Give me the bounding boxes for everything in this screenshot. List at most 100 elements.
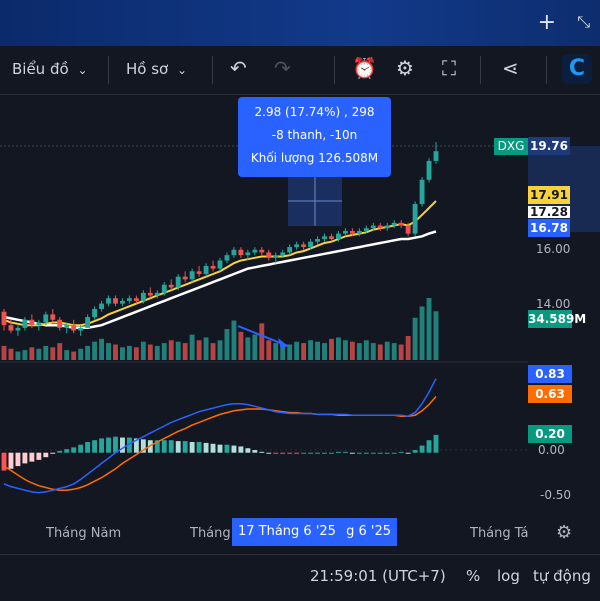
candle-body [126, 298, 132, 301]
profile-label: Hồ sơ [126, 60, 169, 78]
plus-icon[interactable]: + [537, 10, 556, 35]
toolbar-divider [480, 56, 481, 84]
volume-bar [238, 331, 244, 360]
volume-bar [99, 338, 104, 360]
share-icon[interactable]: ⋖ [502, 56, 519, 80]
candle-body [252, 249, 258, 253]
volume-bar [412, 317, 418, 360]
histogram-bar [266, 452, 272, 454]
candle-body [329, 236, 334, 239]
volume-bar [168, 340, 174, 360]
candle-body [349, 230, 355, 234]
histogram-bar [50, 452, 56, 454]
signal-line [3, 396, 437, 491]
chevron-down-icon: ⌄ [177, 63, 188, 77]
histogram-bar [196, 442, 202, 453]
volume-bar [280, 345, 286, 360]
ma-fast-label: 17.91 [528, 186, 570, 204]
volume-bar [349, 341, 355, 360]
volume-bar [426, 298, 432, 360]
candle-body [182, 276, 188, 280]
volume-bar [370, 343, 376, 360]
candle-body [15, 327, 21, 331]
percent-toggle[interactable]: % [466, 567, 481, 585]
candle-body [57, 319, 63, 328]
volume-bar [147, 344, 153, 360]
histogram-bar [377, 452, 383, 454]
volume-bar [217, 340, 223, 360]
histogram-bar [412, 450, 418, 453]
chart-type-button[interactable]: Biểu đồ ⌄ [12, 60, 88, 78]
macd-lines [3, 378, 437, 494]
log-toggle[interactable]: log [497, 567, 520, 585]
candle-body [433, 151, 439, 161]
clock-readout[interactable]: 21:59:01 (UTC+7) [310, 567, 446, 585]
toolbar: Biểu đồ ⌄ Hồ sơ ⌄ ↶ ↷ ⏰ ⚙ ⛶ ⋖ C [0, 46, 600, 95]
candle-body [356, 230, 362, 234]
profile-button[interactable]: Hồ sơ ⌄ [126, 60, 187, 78]
volume-bar [196, 340, 202, 360]
tab-bar: + ⤡ [0, 0, 600, 46]
volume-bar [315, 341, 320, 360]
volume-bar [224, 329, 230, 360]
histogram-bar [391, 452, 397, 454]
candle-body [405, 225, 411, 234]
candle-body [259, 249, 265, 253]
histogram-bar [78, 444, 84, 453]
undo-icon[interactable]: ↶ [230, 56, 247, 80]
histogram-bar [238, 446, 244, 453]
volume-bar [329, 338, 334, 360]
candle-body [217, 260, 223, 269]
volume-bar [50, 347, 56, 360]
histogram-bar [349, 452, 355, 454]
candle-body [140, 292, 146, 301]
candle-body [43, 314, 49, 323]
candle-body [120, 300, 125, 304]
info-volume: Khối lượng 126.508M [250, 151, 379, 165]
volume-bar [8, 348, 14, 360]
swap-icon[interactable]: ⤡ [577, 12, 590, 31]
histogram-bar [419, 445, 425, 453]
candle-body [384, 225, 390, 229]
histogram-bar [15, 452, 21, 467]
candle-body [426, 160, 432, 180]
volume-bar [126, 345, 132, 360]
histogram-bar [426, 440, 432, 453]
candle-body [210, 265, 216, 269]
alert-icon[interactable]: ⏰ [352, 56, 377, 80]
time-cursor-date-tail: g 6 '25 [346, 524, 391, 539]
auto-toggle[interactable]: tự động [533, 567, 591, 585]
time-label: Tháng Tá [470, 526, 529, 541]
price-chart[interactable] [0, 94, 600, 518]
candle-body [85, 317, 91, 328]
candle-body [78, 327, 84, 331]
volume-bar [189, 334, 195, 360]
histogram-bar [161, 440, 167, 453]
histogram-bar [85, 442, 91, 453]
volume-bar [210, 343, 216, 360]
candle-body [161, 284, 167, 293]
histogram-bar [113, 436, 118, 453]
volume-bar [133, 347, 139, 360]
histogram-bar [245, 448, 251, 453]
toolbar-divider [212, 56, 213, 84]
fullscreen-icon[interactable]: ⛶ [442, 56, 456, 80]
candle-body [99, 303, 104, 309]
histogram-bar [308, 452, 314, 454]
volume-bar [377, 344, 383, 360]
histogram-bar [106, 437, 111, 453]
logo-icon: C [562, 54, 592, 84]
candle-body [92, 309, 98, 318]
gear-icon[interactable]: ⚙ [396, 56, 414, 80]
volume-label: 34.589M [528, 310, 587, 328]
volume-bar [106, 343, 111, 360]
ticker-badge: DXG [494, 138, 528, 155]
volume-bar [15, 351, 21, 360]
redo-icon[interactable]: ↷ [274, 56, 291, 80]
time-axis[interactable]: Tháng Năm Tháng 17 Tháng 6 '25 g 6 '25 T… [0, 518, 600, 550]
candle-body [308, 241, 314, 248]
candle-body [154, 292, 160, 296]
volume-bar [356, 343, 362, 360]
macd-histogram [1, 434, 439, 471]
settings-icon[interactable]: ⚙ [556, 522, 573, 543]
